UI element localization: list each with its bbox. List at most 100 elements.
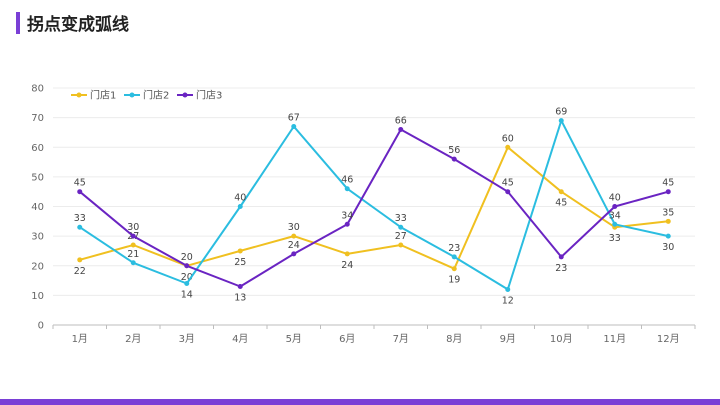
legend-label: 门店3 bbox=[196, 89, 222, 102]
data-label: 24 bbox=[341, 260, 353, 271]
data-label: 34 bbox=[341, 210, 353, 221]
data-point bbox=[451, 156, 457, 162]
data-point bbox=[505, 286, 511, 292]
bottom-accent-bar bbox=[0, 399, 720, 405]
data-label: 33 bbox=[395, 213, 407, 224]
data-label: 69 bbox=[555, 107, 567, 118]
data-point bbox=[291, 233, 297, 239]
data-point bbox=[612, 204, 618, 209]
data-point bbox=[130, 242, 136, 248]
series-line bbox=[79, 128, 669, 288]
series-line bbox=[79, 119, 669, 291]
data-point bbox=[237, 204, 243, 209]
legend-marker bbox=[129, 92, 135, 98]
y-tick-label: 20 bbox=[31, 261, 44, 272]
x-tick-label: 5月 bbox=[286, 333, 302, 345]
data-label: 30 bbox=[127, 222, 139, 233]
data-label: 56 bbox=[448, 145, 460, 156]
data-label: 33 bbox=[609, 233, 621, 244]
data-label: 23 bbox=[555, 263, 567, 274]
data-label: 23 bbox=[448, 243, 460, 254]
data-label: 25 bbox=[234, 257, 246, 268]
data-label: 45 bbox=[555, 198, 567, 209]
data-label: 24 bbox=[288, 240, 300, 251]
data-point bbox=[77, 189, 83, 195]
data-point bbox=[237, 283, 243, 289]
data-label: 67 bbox=[288, 113, 300, 124]
data-point bbox=[398, 242, 404, 248]
data-label: 13 bbox=[234, 292, 246, 303]
data-point bbox=[451, 266, 457, 272]
data-point bbox=[665, 233, 671, 239]
x-tick-label: 2月 bbox=[125, 333, 141, 345]
y-tick-label: 40 bbox=[31, 202, 44, 213]
data-label: 14 bbox=[181, 290, 193, 301]
data-label: 34 bbox=[609, 210, 621, 221]
data-point bbox=[558, 254, 564, 260]
x-tick-label: 11月 bbox=[603, 333, 626, 345]
x-tick-label: 12月 bbox=[657, 333, 680, 345]
data-label: 45 bbox=[502, 178, 514, 189]
legend-marker bbox=[182, 92, 188, 98]
y-tick-label: 10 bbox=[31, 291, 44, 302]
data-label: 30 bbox=[288, 222, 300, 233]
y-tick-label: 60 bbox=[31, 143, 44, 154]
data-point bbox=[130, 260, 136, 266]
data-point bbox=[558, 118, 564, 124]
data-point bbox=[398, 126, 404, 132]
data-label: 20 bbox=[181, 252, 193, 263]
data-label: 20 bbox=[181, 272, 193, 283]
data-label: 66 bbox=[395, 115, 407, 126]
data-label: 22 bbox=[74, 266, 86, 277]
y-tick-label: 30 bbox=[31, 232, 44, 243]
data-point bbox=[665, 218, 671, 224]
data-label: 35 bbox=[662, 207, 674, 218]
y-tick-label: 50 bbox=[31, 172, 44, 183]
data-point bbox=[398, 224, 404, 230]
legend-label: 门店1 bbox=[90, 89, 116, 102]
x-tick-label: 3月 bbox=[179, 333, 195, 345]
series-line bbox=[79, 146, 669, 270]
data-label: 45 bbox=[74, 178, 86, 189]
data-point bbox=[505, 144, 511, 150]
data-point bbox=[344, 186, 350, 192]
data-point bbox=[184, 263, 190, 269]
data-label: 40 bbox=[234, 193, 246, 204]
data-point bbox=[77, 224, 83, 230]
data-label: 27 bbox=[395, 231, 407, 242]
x-tick-label: 7月 bbox=[393, 333, 409, 345]
data-label: 19 bbox=[448, 275, 460, 286]
data-point bbox=[665, 189, 671, 195]
page-title: 拐点变成弧线 bbox=[27, 15, 129, 35]
data-label: 21 bbox=[127, 249, 139, 260]
data-label: 60 bbox=[502, 133, 514, 144]
legend-label: 门店2 bbox=[143, 89, 169, 102]
title-accent-bar bbox=[16, 12, 20, 34]
data-point bbox=[291, 251, 297, 257]
x-tick-label: 10月 bbox=[550, 333, 573, 345]
x-tick-label: 1月 bbox=[72, 333, 88, 345]
data-label: 40 bbox=[609, 193, 621, 204]
data-point bbox=[505, 189, 511, 195]
y-tick-label: 70 bbox=[31, 113, 44, 124]
x-tick-label: 6月 bbox=[339, 333, 355, 345]
data-point bbox=[77, 257, 83, 263]
data-point bbox=[451, 254, 457, 260]
data-label: 12 bbox=[502, 295, 514, 306]
data-label: 30 bbox=[662, 242, 674, 253]
data-point bbox=[612, 221, 618, 227]
data-point bbox=[344, 221, 350, 227]
x-tick-label: 8月 bbox=[446, 333, 462, 345]
data-point bbox=[344, 251, 350, 257]
data-point bbox=[558, 189, 564, 195]
legend-marker bbox=[76, 92, 82, 98]
data-point bbox=[291, 124, 297, 130]
data-label: 45 bbox=[662, 178, 674, 189]
y-tick-label: 0 bbox=[38, 321, 44, 332]
x-tick-label: 9月 bbox=[500, 333, 516, 345]
y-tick-label: 80 bbox=[31, 84, 44, 95]
x-tick-label: 4月 bbox=[232, 333, 248, 345]
data-point bbox=[237, 248, 243, 254]
data-point bbox=[130, 233, 136, 239]
